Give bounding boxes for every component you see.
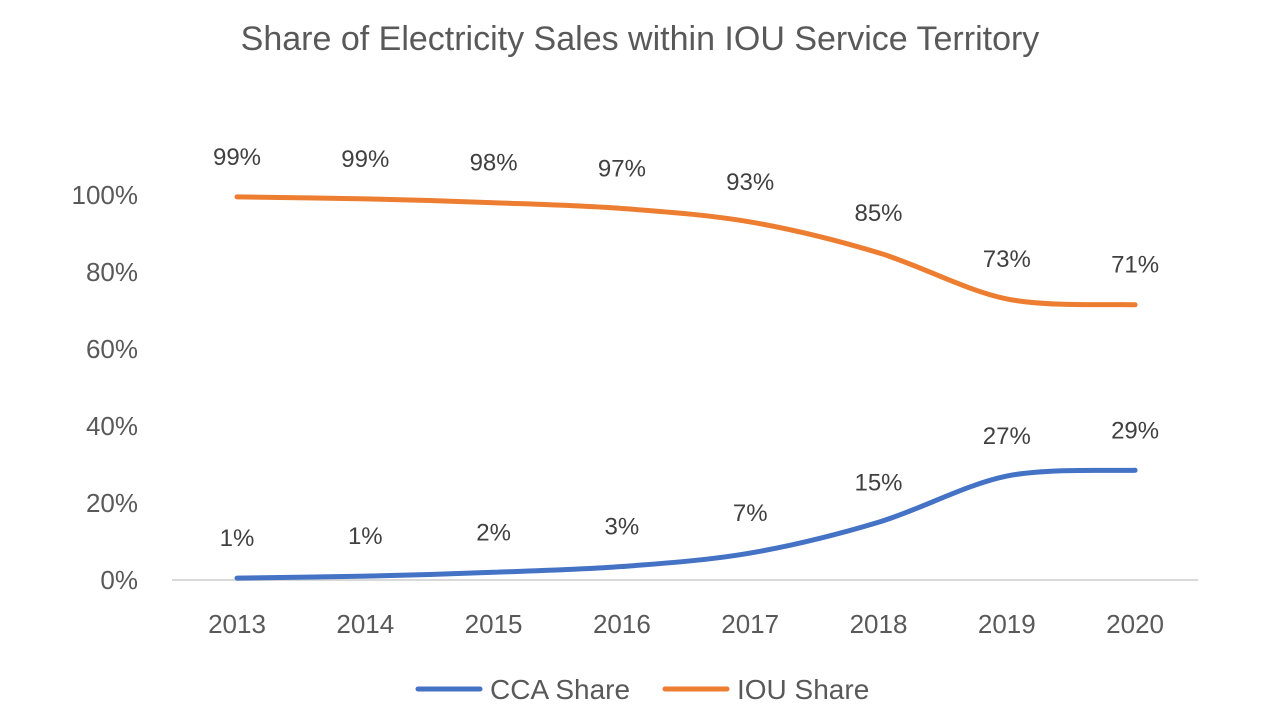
x-tick-label: 2018 [850, 609, 908, 639]
x-tick-label: 2019 [978, 609, 1036, 639]
series-line-iou-share [234, 194, 1138, 308]
data-label-cca-share: 27% [983, 423, 1031, 450]
legend-label-iou-share: IOU Share [737, 674, 869, 705]
data-label-cca-share: 15% [854, 469, 902, 496]
data-label-cca-share: 2% [476, 519, 511, 546]
x-axis: 2013 2014 2015 2016 2017 2018 2019 2020 [208, 609, 1164, 639]
y-tick-label: 60% [86, 334, 138, 364]
data-label-cca-share: 7% [733, 500, 768, 527]
data-labels: 1% 1% 2% 3% 7% 15% 27% 29% 99% 99% 98% 97% 93% 85% 73%… [213, 144, 1159, 552]
legend: CCA Share IOU Share [415, 674, 869, 705]
x-tick-label: 2013 [208, 609, 266, 639]
x-tick-label: 2016 [593, 609, 651, 639]
chart-title: Share of Electricity Sales within IOU Se… [241, 20, 1040, 58]
x-tick-label: 2017 [721, 609, 779, 639]
data-label-iou-share: 93% [726, 169, 774, 196]
data-label-iou-share: 99% [341, 146, 389, 173]
x-tick-label: 2020 [1106, 609, 1164, 639]
data-label-cca-share: 1% [348, 523, 383, 550]
data-label-iou-share: 99% [213, 144, 261, 171]
series-layer [234, 194, 1138, 581]
x-tick-label: 2014 [336, 609, 394, 639]
y-tick-label: 0% [100, 565, 138, 595]
data-label-cca-share: 3% [605, 514, 640, 541]
data-label-iou-share: 73% [983, 246, 1031, 273]
data-label-iou-share: 97% [598, 155, 646, 182]
y-tick-label: 100% [72, 180, 139, 210]
data-label-cca-share: 1% [220, 525, 255, 552]
data-label-cca-share: 29% [1111, 417, 1159, 444]
y-tick-label: 40% [86, 411, 138, 441]
data-label-iou-share: 98% [470, 150, 518, 177]
y-tick-label: 20% [86, 488, 138, 518]
y-tick-label: 80% [86, 257, 138, 287]
data-label-iou-share: 85% [854, 200, 902, 227]
legend-label-cca-share: CCA Share [490, 674, 630, 705]
data-label-iou-share: 71% [1111, 252, 1159, 279]
series-line-cca-share [234, 467, 1138, 581]
y-axis: 0% 20% 40% 60% 80% 100% [72, 180, 139, 595]
x-tick-label: 2015 [465, 609, 523, 639]
